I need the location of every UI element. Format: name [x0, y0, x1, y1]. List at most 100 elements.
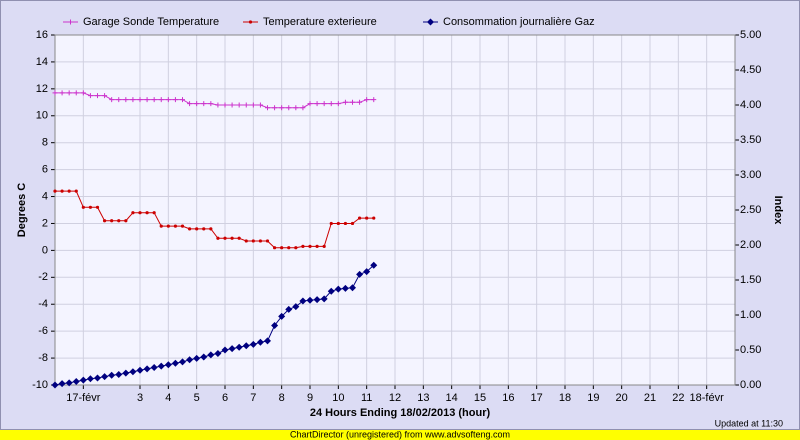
data-point [110, 219, 114, 223]
data-point [67, 189, 71, 193]
data-point [280, 246, 284, 250]
x-tick-label: 20 [616, 392, 628, 404]
data-point [365, 216, 369, 220]
y-tick-label: 16 [36, 29, 48, 41]
data-point [101, 373, 109, 381]
data-point [286, 105, 292, 111]
data-point [349, 284, 356, 292]
data-point [350, 99, 355, 105]
x-tick-label: 16 [502, 392, 514, 404]
data-point [123, 97, 129, 103]
x-tick-label: 14 [446, 392, 458, 404]
x-tick-label: 7 [250, 392, 256, 404]
data-point [159, 224, 163, 228]
data-point [228, 345, 236, 353]
data-point [313, 296, 321, 304]
data-point [364, 97, 370, 103]
data-point [102, 93, 108, 99]
data-point [117, 219, 121, 223]
data-point [265, 105, 270, 111]
data-point [115, 371, 123, 378]
data-point [235, 343, 243, 351]
data-point [124, 219, 128, 223]
data-point [116, 97, 122, 103]
data-point [165, 97, 171, 103]
data-point [52, 90, 58, 96]
data-point [278, 312, 286, 320]
data-point [272, 105, 278, 111]
data-point [292, 303, 300, 311]
data-point [258, 239, 263, 243]
data-point [287, 246, 291, 250]
y-tick-label: 10 [36, 110, 48, 122]
footer-bar [0, 430, 800, 440]
data-point [264, 337, 271, 345]
data-point [308, 244, 312, 248]
data-point [81, 205, 85, 209]
y-tick-label: 2 [42, 217, 48, 229]
data-point [79, 376, 87, 384]
y2-tick-label: 5.00 [740, 29, 761, 41]
y-axis-title: Degrees C [16, 183, 28, 237]
data-point [343, 221, 348, 226]
x-tick-label: 3 [137, 392, 143, 404]
data-point [201, 101, 207, 107]
data-point [95, 93, 100, 99]
y-tick-label: -4 [38, 298, 48, 310]
data-point [136, 366, 144, 374]
x-tick-label: 17 [531, 392, 543, 404]
data-point [242, 342, 250, 350]
data-point [216, 236, 220, 240]
data-point [122, 369, 130, 377]
legend-label: Temperature exterieure [263, 16, 377, 28]
x-tick-label: 21 [644, 392, 656, 404]
data-point [256, 338, 264, 346]
data-point [80, 90, 86, 96]
series-line [55, 190, 374, 249]
data-point [257, 102, 263, 108]
data-point [138, 211, 142, 215]
y2-tick-label: 2.00 [740, 239, 761, 251]
y2-tick-label: 1.00 [740, 309, 761, 321]
data-point [328, 101, 334, 107]
data-point [207, 351, 215, 359]
data-point [336, 221, 340, 226]
x-tick-label: 9 [307, 392, 313, 404]
data-point [357, 99, 363, 105]
data-point [279, 105, 285, 111]
data-point [209, 227, 213, 231]
data-point [195, 227, 199, 231]
data-point [193, 354, 201, 362]
data-point [151, 97, 157, 103]
data-point [129, 368, 137, 376]
data-point [53, 189, 57, 193]
data-point [179, 358, 186, 366]
series-line [54, 264, 375, 386]
data-point [285, 305, 293, 313]
data-point [130, 97, 136, 103]
x-tick-label: 5 [194, 392, 200, 404]
data-point [341, 284, 349, 292]
y-tick-label: 12 [36, 83, 48, 95]
series-line [55, 92, 374, 109]
data-point [356, 270, 364, 278]
data-point [236, 102, 242, 108]
y-tick-label: -2 [38, 271, 48, 283]
data-point [222, 102, 228, 108]
data-point [370, 261, 378, 269]
data-point [299, 297, 307, 305]
data-point [186, 356, 194, 364]
y2-tick-label: 3.00 [740, 169, 761, 181]
data-point [74, 189, 78, 193]
y-tick-label: 8 [42, 137, 48, 149]
data-point [152, 211, 156, 215]
data-point [51, 381, 59, 389]
data-point [293, 105, 299, 111]
data-point [94, 374, 101, 382]
data-point [131, 211, 135, 215]
data-point [320, 295, 328, 303]
x-tick-label: 15 [474, 392, 486, 404]
data-point [72, 378, 80, 385]
data-point [249, 340, 257, 348]
